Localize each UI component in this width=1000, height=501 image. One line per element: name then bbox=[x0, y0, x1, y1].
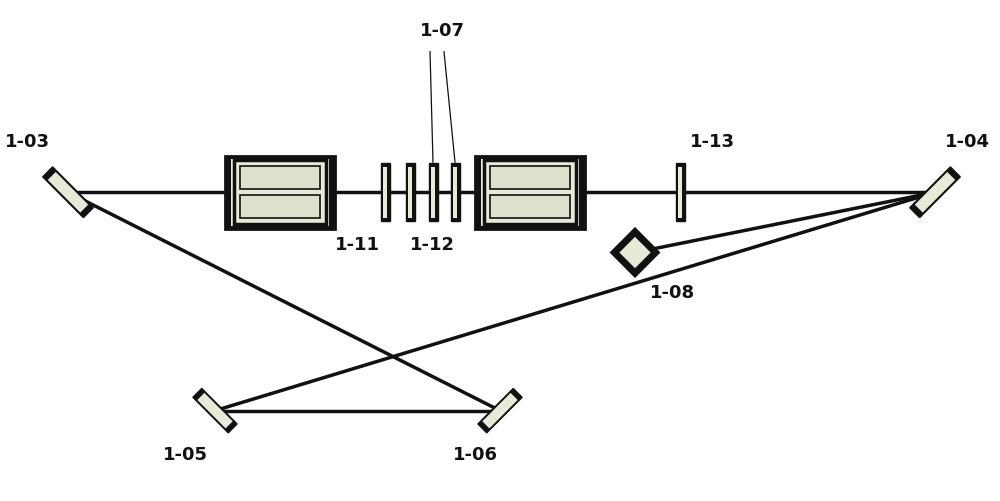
Bar bbox=[406, 164, 415, 222]
Polygon shape bbox=[193, 389, 237, 433]
Bar bbox=[240, 196, 320, 218]
Text: 1-12: 1-12 bbox=[410, 235, 455, 254]
Polygon shape bbox=[619, 237, 651, 269]
Text: 1-05: 1-05 bbox=[162, 445, 208, 463]
Text: 1-03: 1-03 bbox=[5, 132, 50, 150]
Bar bbox=[240, 167, 320, 190]
Bar bbox=[678, 167, 682, 218]
Bar bbox=[475, 156, 585, 229]
Bar bbox=[380, 164, 390, 222]
Bar bbox=[231, 159, 329, 226]
Polygon shape bbox=[43, 167, 93, 218]
Bar bbox=[431, 167, 435, 218]
Bar bbox=[490, 167, 570, 190]
Polygon shape bbox=[910, 167, 960, 218]
Bar bbox=[225, 156, 335, 229]
Polygon shape bbox=[478, 389, 522, 433]
Text: 1-07: 1-07 bbox=[420, 22, 464, 40]
Polygon shape bbox=[611, 229, 659, 277]
Bar bbox=[490, 196, 570, 218]
Polygon shape bbox=[482, 393, 518, 428]
Bar bbox=[234, 161, 326, 224]
Text: 1-13: 1-13 bbox=[690, 132, 735, 150]
Text: 1-06: 1-06 bbox=[452, 445, 498, 463]
Bar bbox=[408, 167, 412, 218]
Bar bbox=[453, 167, 457, 218]
Polygon shape bbox=[915, 173, 955, 213]
Text: 1-11: 1-11 bbox=[335, 235, 380, 254]
Bar bbox=[676, 164, 685, 222]
Bar bbox=[383, 167, 387, 218]
Bar bbox=[428, 164, 438, 222]
Polygon shape bbox=[48, 173, 88, 213]
Text: 1-08: 1-08 bbox=[650, 283, 695, 301]
Polygon shape bbox=[197, 393, 233, 428]
Bar bbox=[484, 161, 576, 224]
Bar bbox=[450, 164, 460, 222]
Text: 1-04: 1-04 bbox=[945, 132, 990, 150]
Bar bbox=[481, 159, 579, 226]
